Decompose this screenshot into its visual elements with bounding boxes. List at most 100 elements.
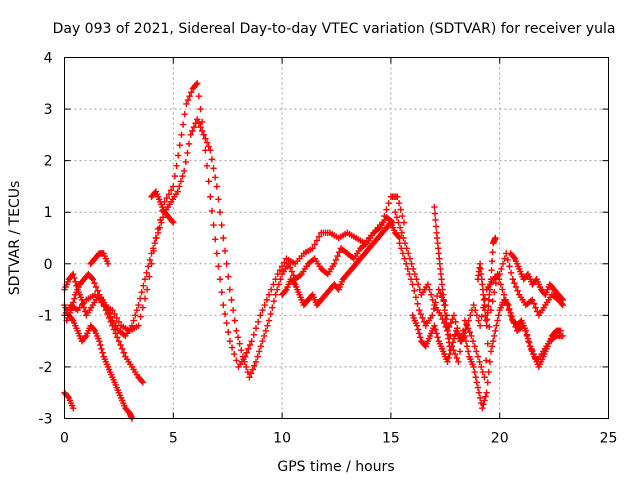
data-point [91,279,98,287]
data-point [453,354,460,362]
data-point [313,237,321,244]
data-point [460,327,467,335]
data-point [420,318,428,326]
data-point [270,297,278,305]
data-point [398,229,405,237]
data-point [159,214,167,221]
data-point [424,281,432,288]
data-point [115,318,123,326]
data-point [399,250,407,257]
data-point [263,296,271,304]
data-point [128,322,136,329]
data-point [427,291,435,298]
data-point [523,331,531,338]
data-point [94,287,101,295]
y-tick-label: 3 [44,102,53,118]
data-point [241,358,248,365]
data-point [474,384,482,391]
data-point [395,199,403,207]
data-point [499,260,507,267]
data-point [118,345,126,353]
data-point [70,404,77,412]
data-point [492,279,500,287]
data-point [476,358,483,365]
data-point [97,341,104,349]
data-point [104,260,112,267]
data-point [260,332,268,340]
data-point [252,358,260,365]
series-track-1 [61,80,408,371]
data-point [483,389,490,396]
data-point [107,318,114,326]
data-point [450,335,458,342]
data-point [113,314,120,322]
data-point [257,312,264,319]
data-point [506,305,513,313]
data-point [70,299,77,306]
data-point [262,327,269,335]
data-point [198,127,206,135]
data-point [282,287,289,295]
data-point [336,248,343,256]
data-point [466,328,473,336]
data-point [288,268,296,275]
data-point [383,206,390,213]
axis-ticks [64,57,609,419]
data-point [120,349,127,356]
data-point [463,343,471,350]
data-point [149,245,157,252]
data-point [174,188,181,195]
data-point [494,270,501,278]
data-point [431,203,438,211]
data-point [495,276,503,283]
data-point [220,301,227,309]
data-point [495,312,502,319]
data-point [265,317,273,324]
data-point [213,250,221,257]
data-point [90,326,98,333]
data-point [464,325,472,332]
data-point [524,335,532,342]
data-point [133,307,141,314]
data-point [148,260,155,267]
data-point [432,223,440,230]
data-point [491,332,498,340]
x-tick-label: 20 [491,431,509,447]
data-point [487,276,495,283]
data-point [470,363,477,371]
data-point [494,317,501,324]
data-point [153,234,160,242]
data-point [215,263,222,270]
data-point [242,363,250,371]
data-point [223,260,230,267]
data-point [207,193,214,200]
y-tick-label: 4 [44,51,53,67]
data-point [398,245,405,252]
data-point [450,312,458,319]
data-point [96,337,103,345]
data-point [231,350,238,358]
data-point [434,334,441,341]
data-point [403,245,410,252]
chart-title: Day 093 of 2021, Sidereal Day-to-day VTE… [53,21,616,37]
data-point [137,313,144,320]
data-point [426,286,433,293]
data-point [130,317,137,324]
data-point [117,341,124,349]
data-point [499,286,506,293]
data-point [245,345,252,353]
data-point [396,239,403,247]
data-point [71,295,78,302]
data-point [238,346,245,354]
data-point [243,349,250,356]
data-point [276,267,284,274]
data-point [461,317,469,324]
data-point [246,374,253,381]
data-point [509,276,516,283]
data-point [412,294,420,301]
data-point [277,276,284,283]
data-point [484,340,491,347]
data-point [504,256,512,264]
data-point [254,318,262,326]
data-point [167,187,175,194]
